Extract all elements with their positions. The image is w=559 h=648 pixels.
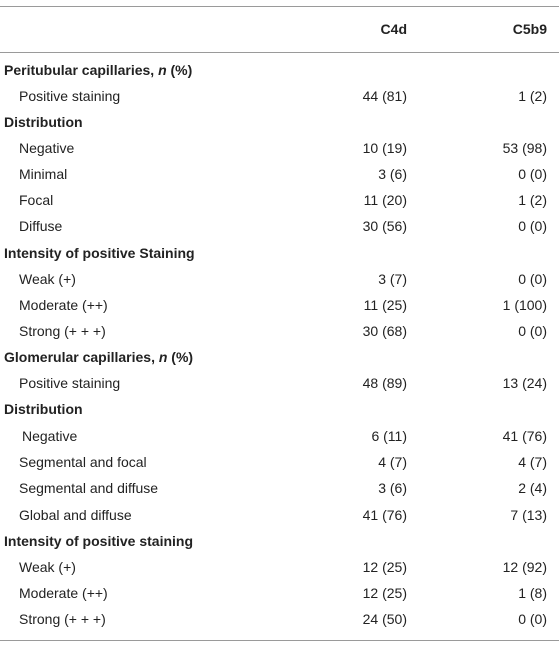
header-rule — [0, 52, 559, 53]
table-row: Segmental and diffuse 3 (6) 2 (4) — [0, 475, 559, 501]
c4d-value: 11 (25) — [363, 297, 407, 313]
c5b9-value: 4 (7) — [518, 454, 547, 470]
c4d-value: 24 (50) — [362, 611, 407, 627]
table-row: Global and diffuse 41 (76) 7 (13) — [0, 502, 559, 528]
table-row: Negative 6 (11) 41 (76) — [0, 423, 559, 449]
row-label: Moderate (++) — [19, 297, 108, 313]
row-label: Strong (+ + +) — [19, 323, 106, 339]
table-row: Intensity of positive Staining — [0, 240, 559, 266]
table-row: Glomerular capillaries, n (%) — [0, 344, 559, 370]
table-row: Diffuse 30 (56) 0 (0) — [0, 213, 559, 239]
header-c4d: C4d — [380, 21, 407, 37]
row-label: Moderate (++) — [19, 585, 108, 601]
c5b9-value: 1 (2) — [518, 192, 547, 208]
bottom-rule — [0, 640, 559, 641]
header-c5b9: C5b9 — [512, 21, 547, 37]
table-row: Negative 10 (19) 53 (98) — [0, 135, 559, 161]
c5b9-value: 0 (0) — [518, 323, 547, 339]
c5b9-value: 53 (98) — [502, 140, 547, 156]
c5b9-value: 0 (0) — [518, 218, 547, 234]
table-row: Moderate (++) 12 (25) 1 (8) — [0, 580, 559, 606]
table-row: Intensity of positive staining — [0, 528, 559, 554]
table-row: Minimal 3 (6) 0 (0) — [0, 161, 559, 187]
c5b9-value: 13 (24) — [502, 375, 547, 391]
top-rule — [0, 6, 559, 7]
c5b9-value: 7 (13) — [510, 507, 547, 523]
row-label: Diffuse — [19, 218, 63, 234]
c4d-value: 12 (25) — [362, 585, 407, 601]
table-row: Weak (+) 3 (7) 0 (0) — [0, 266, 559, 292]
c5b9-value: 0 (0) — [518, 166, 547, 182]
c4d-value: 11 (20) — [363, 192, 407, 208]
table-row: Segmental and focal 4 (7) 4 (7) — [0, 449, 559, 475]
c4d-value: 44 (81) — [362, 88, 407, 104]
table-row: Strong (+ + +) 30 (68) 0 (0) — [0, 318, 559, 344]
c4d-value: 3 (7) — [378, 271, 407, 287]
c4d-value: 30 (68) — [362, 323, 407, 339]
c4d-value: 3 (6) — [378, 480, 407, 496]
c4d-value: 6 (11) — [371, 428, 407, 444]
table-row: Weak (+) 12 (25) 12 (92) — [0, 554, 559, 580]
c5b9-value: 0 (0) — [518, 611, 547, 627]
row-label: Negative — [22, 428, 78, 444]
c5b9-value: 41 (76) — [502, 428, 547, 444]
row-label: Weak (+) — [19, 271, 76, 287]
c4d-value: 3 (6) — [378, 166, 407, 182]
c4d-value: 41 (76) — [362, 507, 407, 523]
c4d-value: 48 (89) — [362, 375, 407, 391]
row-label: Segmental and focal — [19, 454, 147, 470]
row-label: Positive staining — [19, 375, 121, 391]
row-label: Weak (+) — [19, 559, 76, 575]
c5b9-value: 0 (0) — [518, 271, 547, 287]
section-label: Distribution — [4, 114, 83, 130]
table-row: Peritubular capillaries, n (%) — [0, 57, 559, 83]
table-row: Distribution — [0, 109, 559, 135]
row-label: Segmental and diffuse — [19, 480, 159, 496]
section-label: Distribution — [4, 401, 83, 417]
row-label: Global and diffuse — [19, 507, 132, 523]
row-label: Minimal — [19, 166, 68, 182]
c5b9-value: 1 (2) — [518, 88, 547, 104]
table-row: Focal 11 (20) 1 (2) — [0, 187, 559, 213]
c4d-value: 10 (19) — [362, 140, 407, 156]
c5b9-value: 12 (92) — [502, 559, 547, 575]
c5b9-value: 1 (100) — [502, 297, 547, 313]
section-label: Intensity of positive Staining — [4, 245, 195, 261]
table-row: Moderate (++) 11 (25) 1 (100) — [0, 292, 559, 318]
c4d-value: 12 (25) — [362, 559, 407, 575]
table-row: Positive staining 44 (81) 1 (2) — [0, 83, 559, 109]
row-label: Strong (+ + +) — [19, 611, 106, 627]
table-row: Strong (+ + +) 24 (50) 0 (0) — [0, 606, 559, 632]
table-header: C4d C5b9 — [0, 9, 559, 49]
c4d-value: 4 (7) — [378, 454, 407, 470]
row-label: Negative — [19, 140, 75, 156]
c5b9-value: 1 (8) — [518, 585, 547, 601]
table-row: Distribution — [0, 396, 559, 422]
row-label: Positive staining — [19, 88, 121, 104]
section-label: Peritubular capillaries, n (%) — [4, 62, 193, 78]
section-label: Intensity of positive staining — [4, 533, 194, 549]
row-label: Focal — [19, 192, 54, 208]
table-row: Positive staining 48 (89) 13 (24) — [0, 370, 559, 396]
section-label: Glomerular capillaries, n (%) — [4, 349, 194, 365]
c4d-value: 30 (56) — [362, 218, 407, 234]
c5b9-value: 2 (4) — [518, 480, 547, 496]
